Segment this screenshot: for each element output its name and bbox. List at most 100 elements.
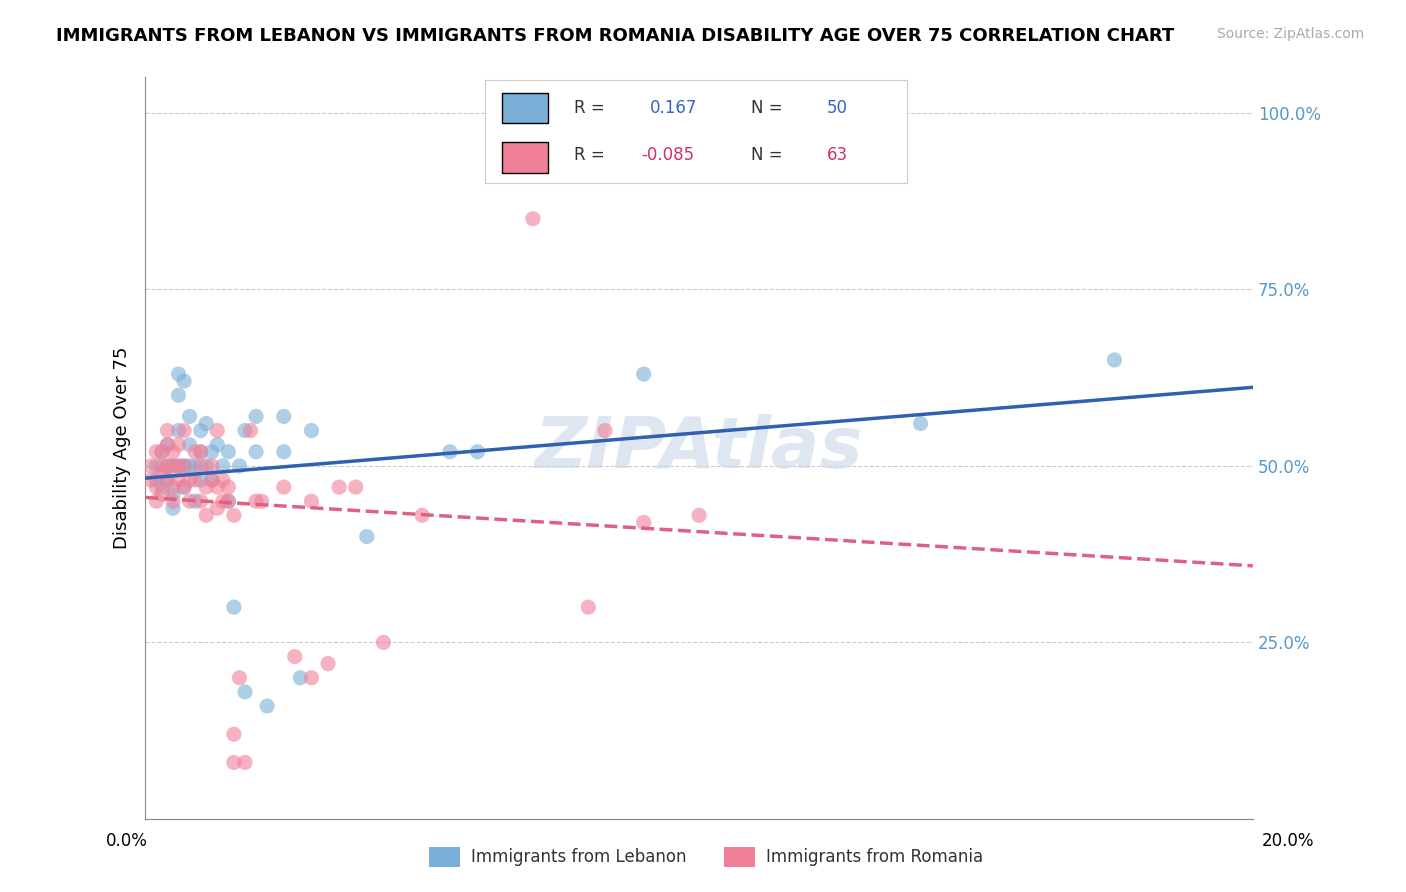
Point [207,424,229,438]
Point [256,698,278,713]
Text: Immigrants from Lebanon: Immigrants from Lebanon [471,848,686,866]
Point [162,444,184,458]
Point [211,473,233,487]
Point [201,473,224,487]
Point [156,473,179,487]
Point [211,458,233,473]
Point [162,501,184,516]
Text: 0.167: 0.167 [650,99,697,117]
Point [167,458,190,473]
Point [150,458,173,473]
Point [145,458,167,473]
Point [156,458,179,473]
Text: R =: R = [574,99,605,117]
Point [167,367,190,381]
Point [273,444,295,458]
Y-axis label: Disability Age Over 75: Disability Age Over 75 [114,347,131,549]
Point [184,458,207,473]
Point [201,458,224,473]
Text: IMMIGRANTS FROM LEBANON VS IMMIGRANTS FROM ROMANIA DISABILITY AGE OVER 75 CORREL: IMMIGRANTS FROM LEBANON VS IMMIGRANTS FR… [56,27,1174,45]
Point [162,494,184,508]
Point [222,727,245,741]
Text: 0.0%: 0.0% [105,831,148,849]
Point [173,424,195,438]
Text: 63: 63 [827,146,848,164]
Point [150,444,173,458]
Point [301,494,323,508]
Point [217,494,239,508]
Point [162,480,184,494]
Point [207,480,229,494]
Text: Immigrants from Romania: Immigrants from Romania [766,848,983,866]
Point [228,671,250,685]
Text: N =: N = [751,146,782,164]
Point [207,438,229,452]
Point [1104,353,1126,368]
Point [222,756,245,770]
Point [179,458,201,473]
Point [245,444,267,458]
Point [156,438,179,452]
Point [195,508,218,523]
Point [633,516,655,530]
Point [195,458,218,473]
Point [373,635,395,649]
Point [167,438,190,452]
Point [284,649,307,664]
Point [467,444,489,458]
Point [910,417,932,431]
Point [233,685,256,699]
Point [173,374,195,388]
Point [173,458,195,473]
Text: 50: 50 [827,99,848,117]
Point [190,494,212,508]
Point [273,480,295,494]
Text: Source: ZipAtlas.com: Source: ZipAtlas.com [1216,27,1364,41]
Point [211,494,233,508]
Point [222,600,245,615]
Point [207,501,229,516]
Point [179,473,201,487]
Point [356,529,378,543]
Point [156,438,179,452]
Point [173,480,195,494]
Point [233,424,256,438]
Point [145,494,167,508]
Point [593,424,616,438]
Point [190,458,212,473]
Point [439,444,461,458]
Text: -0.085: -0.085 [641,146,695,164]
Point [139,458,162,473]
Point [139,473,162,487]
Point [184,473,207,487]
Point [344,480,367,494]
Point [522,211,544,226]
Point [150,480,173,494]
Point [173,480,195,494]
Point [239,424,262,438]
Point [245,494,267,508]
Point [217,444,239,458]
Point [173,458,195,473]
Point [156,458,179,473]
Point [190,444,212,458]
Point [156,424,179,438]
Point [167,473,190,487]
Point [273,409,295,424]
Point [190,473,212,487]
Point [576,600,599,615]
Point [179,409,201,424]
Point [688,508,710,523]
Point [250,494,273,508]
Text: 20.0%: 20.0% [1263,831,1315,849]
Point [184,494,207,508]
Point [633,367,655,381]
Point [195,480,218,494]
Text: N =: N = [751,99,782,117]
Point [301,424,323,438]
Point [156,473,179,487]
Point [179,494,201,508]
Point [145,480,167,494]
Point [150,466,173,480]
Point [190,424,212,438]
